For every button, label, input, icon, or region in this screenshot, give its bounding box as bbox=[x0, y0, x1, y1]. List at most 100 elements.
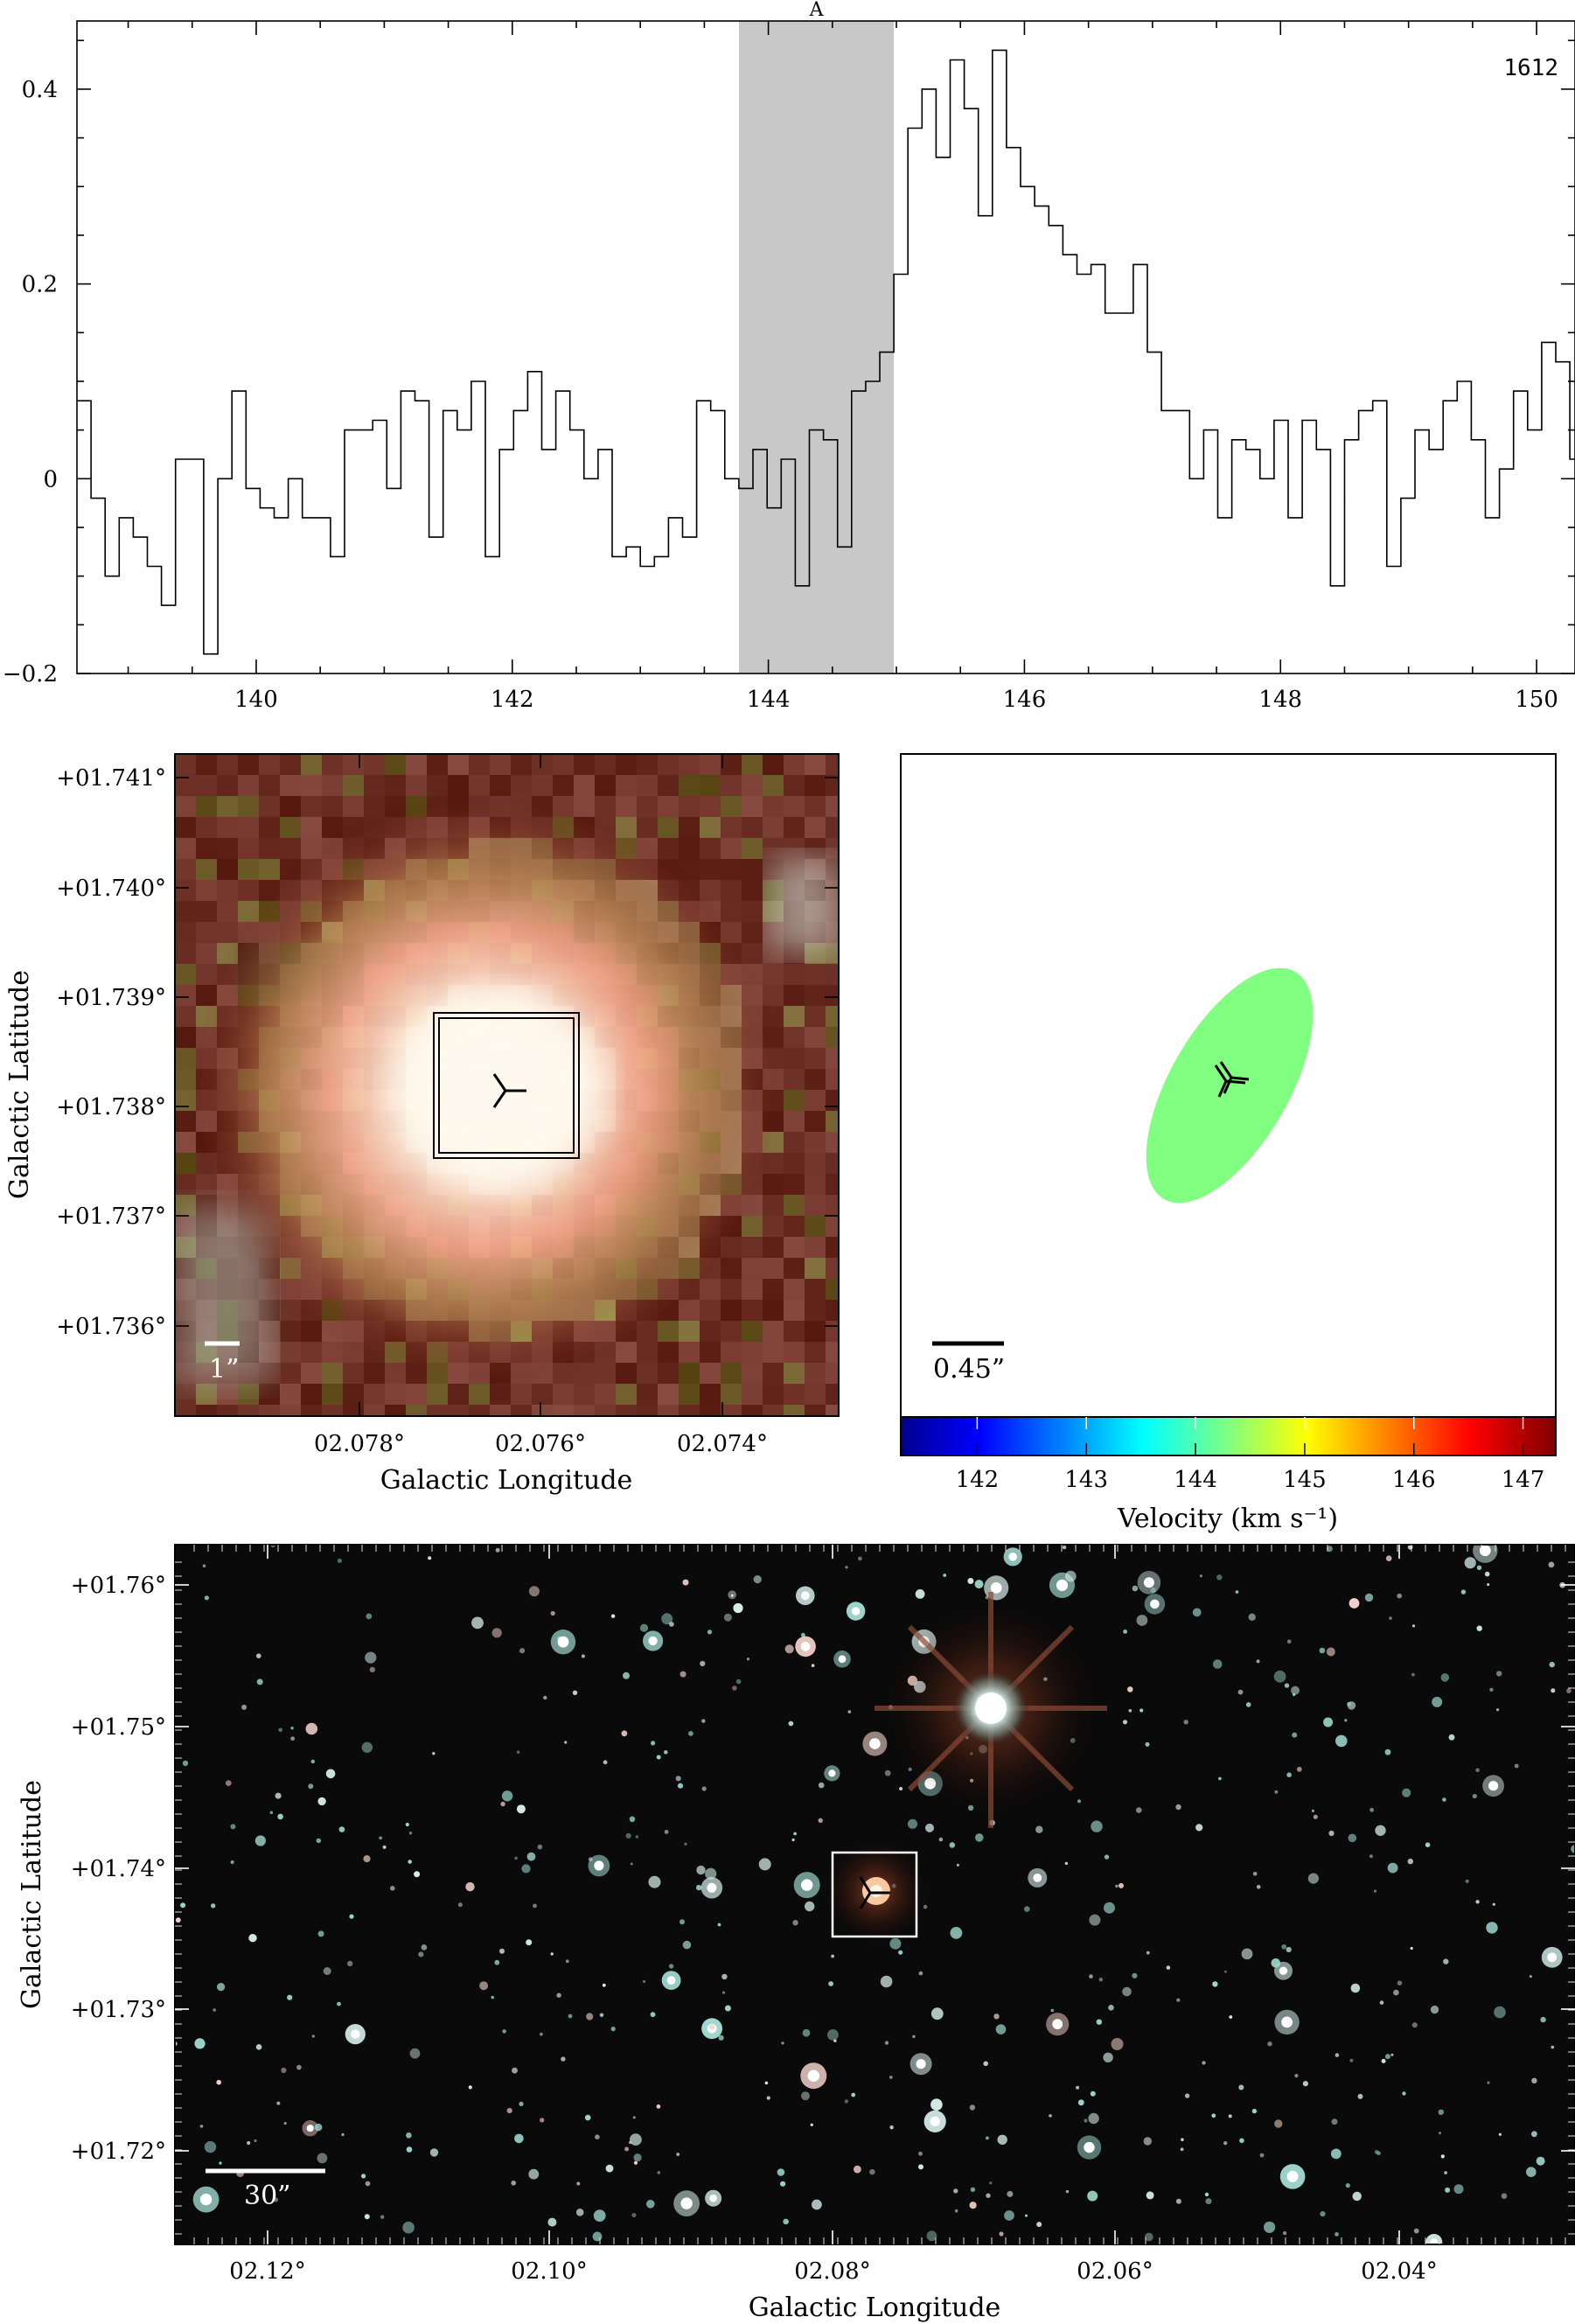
image-pixel bbox=[637, 1384, 658, 1405]
star-core bbox=[1056, 1579, 1069, 1591]
star bbox=[584, 2114, 591, 2121]
star bbox=[777, 2168, 785, 2176]
spectrum-panel: A 140 142 144 146 148 150 −0.2 0 0.2 0.4 1612 bbox=[3, 0, 1575, 713]
image-pixel bbox=[721, 1405, 742, 1416]
image-pixel bbox=[784, 1090, 805, 1111]
star bbox=[576, 2181, 581, 2186]
image-pixel bbox=[364, 1384, 385, 1405]
star bbox=[216, 2079, 221, 2085]
star bbox=[499, 1948, 505, 1954]
star bbox=[949, 1842, 956, 1848]
star bbox=[1146, 1951, 1150, 1955]
star bbox=[1089, 1974, 1093, 1979]
y-tick-label: +01.74° bbox=[71, 1856, 166, 1882]
image-pixel bbox=[469, 754, 490, 775]
image-pixel bbox=[574, 796, 595, 817]
image-pixel bbox=[595, 1363, 616, 1384]
image-pixel bbox=[595, 1384, 616, 1405]
image-pixel bbox=[196, 901, 217, 922]
image-pixel bbox=[217, 901, 238, 922]
image-pixel bbox=[196, 1405, 217, 1416]
star bbox=[1084, 2118, 1088, 2123]
image-pixel bbox=[322, 817, 343, 838]
zoom-image-frame bbox=[174, 753, 840, 1417]
star bbox=[1549, 1661, 1555, 1668]
star bbox=[631, 2213, 637, 2218]
star bbox=[1025, 2214, 1028, 2217]
image-pixel bbox=[532, 754, 553, 775]
image-pixel bbox=[322, 754, 343, 775]
star bbox=[633, 2153, 642, 2162]
image-pixel bbox=[280, 1342, 301, 1363]
image-pixel bbox=[742, 1279, 763, 1300]
star bbox=[1239, 2138, 1244, 2144]
star bbox=[269, 1811, 274, 1815]
star bbox=[993, 2013, 1000, 2020]
x-tick-label: 02.074° bbox=[677, 1431, 768, 1457]
star bbox=[1387, 1862, 1398, 1874]
star bbox=[1302, 2081, 1308, 2087]
star bbox=[317, 2153, 328, 2164]
star bbox=[1536, 2156, 1545, 2166]
image-pixel bbox=[805, 1279, 826, 1300]
star-core bbox=[990, 1582, 1002, 1594]
star bbox=[1251, 2108, 1258, 2114]
scale-bar-3: 30” bbox=[206, 2168, 325, 2211]
star bbox=[1442, 1797, 1446, 1802]
star bbox=[1199, 1574, 1202, 1578]
image-pixel bbox=[490, 775, 511, 796]
image-pixel bbox=[175, 880, 196, 901]
star bbox=[1443, 1958, 1449, 1965]
star bbox=[1204, 2192, 1209, 2197]
star bbox=[180, 1902, 186, 1909]
star bbox=[1143, 2137, 1153, 2146]
image-pixel bbox=[826, 1279, 839, 1300]
star bbox=[1195, 1824, 1203, 1832]
image-pixel bbox=[658, 817, 679, 838]
star bbox=[1211, 2113, 1216, 2118]
star bbox=[1352, 2191, 1362, 2202]
image-pixel bbox=[679, 1363, 700, 1384]
image-pixel bbox=[721, 1342, 742, 1363]
star bbox=[1076, 2085, 1080, 2090]
star bbox=[969, 2104, 976, 2111]
star bbox=[1411, 1624, 1416, 1628]
star bbox=[732, 1685, 737, 1691]
star bbox=[1345, 2183, 1350, 2188]
star bbox=[471, 1616, 484, 1630]
star bbox=[363, 1855, 371, 1863]
star bbox=[605, 2164, 614, 2173]
star bbox=[764, 2081, 769, 2085]
image-pixel bbox=[385, 1363, 406, 1384]
x-tick-label: 146 bbox=[1003, 687, 1047, 713]
image-pixel bbox=[637, 1363, 658, 1384]
image-pixel bbox=[826, 1174, 839, 1195]
image-pixel bbox=[721, 754, 742, 775]
image-pixel bbox=[700, 859, 721, 880]
image-pixel bbox=[742, 901, 763, 922]
image-pixel bbox=[700, 1279, 721, 1300]
star bbox=[204, 2140, 217, 2153]
image-pixel bbox=[721, 880, 742, 901]
star bbox=[1176, 1998, 1181, 2002]
image-pixel bbox=[259, 775, 280, 796]
star bbox=[1128, 1709, 1132, 1713]
image-pixel bbox=[301, 796, 322, 817]
star bbox=[528, 1586, 540, 1597]
image-pixel bbox=[700, 838, 721, 859]
star bbox=[564, 1741, 568, 1744]
star bbox=[1390, 2053, 1394, 2056]
star bbox=[1514, 1763, 1519, 1769]
image-pixel bbox=[826, 1342, 839, 1363]
star bbox=[1476, 1565, 1482, 1571]
image-pixel bbox=[805, 1069, 826, 1090]
image-pixel bbox=[385, 775, 406, 796]
star bbox=[494, 1959, 500, 1965]
star bbox=[1065, 2189, 1070, 2194]
star bbox=[599, 2013, 604, 2018]
image-pixel bbox=[532, 775, 553, 796]
star bbox=[986, 2193, 991, 2198]
star bbox=[603, 1760, 608, 1765]
star bbox=[1104, 1902, 1115, 1914]
